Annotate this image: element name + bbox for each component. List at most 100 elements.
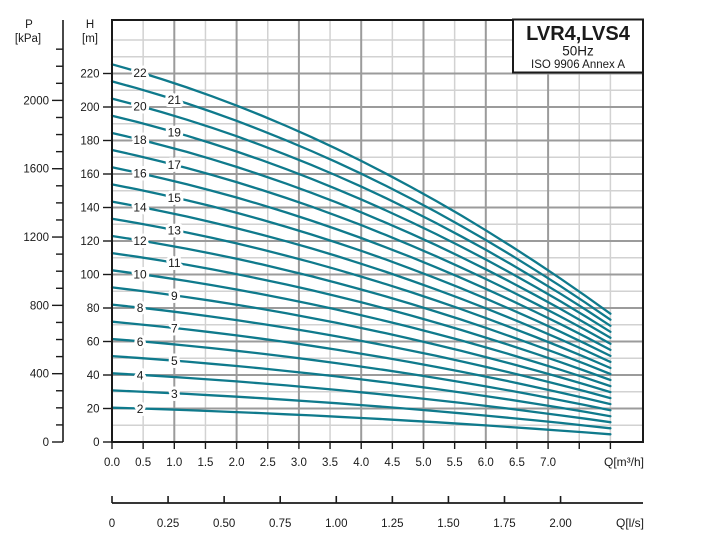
pressure-tick-label: 1200 [23, 232, 49, 244]
pump-curve-stage-12 [110, 234, 612, 376]
flow-m3h-tick-label: 2.0 [229, 457, 245, 469]
pump-curve-stage-16 [110, 166, 612, 352]
pump-model-title: LVR4,LVS4 [526, 23, 631, 45]
flow-ls-tick-label: 1.25 [381, 518, 403, 530]
flow-m3h-tick-label: 2.5 [260, 457, 276, 469]
flow-m3h-tick-label: 5.5 [447, 457, 463, 469]
pump-curves [110, 63, 612, 436]
curve-stage-label: 4 [137, 368, 144, 382]
head-tick-label: 100 [80, 270, 99, 282]
pump-curve-stage-17 [110, 148, 612, 345]
title-box [512, 18, 644, 74]
flow-ls-tick-label: 1.75 [493, 518, 515, 530]
pump-curve-stage-6 [110, 337, 612, 412]
flow-ls-unit-label: Q[l/s] [616, 516, 644, 530]
pump-curve-stage-13 [110, 217, 612, 370]
flow-ls-tick-label: 1.00 [325, 518, 347, 530]
pump-curve-stage-5 [110, 354, 612, 418]
flow-m3h-unit-label: Q[m³/h] [604, 455, 644, 469]
flow-ls-tick-label: 0.75 [269, 518, 291, 530]
plot-frame [111, 19, 644, 443]
title-block: LVR4,LVS4 50Hz ISO 9906 Annex A [512, 18, 644, 74]
head-tick-label: 200 [80, 102, 99, 114]
flow-m3h-tick-label: 6.0 [478, 457, 494, 469]
curve-stage-label: 16 [133, 167, 147, 181]
pump-curve-stage-8 [110, 303, 612, 400]
curve-stage-label: 2 [137, 402, 144, 416]
pump-curve-stage-22 [110, 63, 612, 315]
flow-m3h-tick-label: 0.5 [135, 457, 151, 469]
head-tick-label: 40 [87, 370, 100, 382]
pressure-axis-unit: [kPa] [15, 33, 41, 45]
head-tick-label: 0 [93, 437, 99, 449]
pressure-axis-title: P [25, 19, 33, 31]
curve-stage-label: 5 [171, 354, 178, 368]
flow-m3h-tick-label: 4.5 [384, 457, 400, 469]
pump-curve-stage-9 [110, 286, 612, 394]
test-standard: ISO 9906 Annex A [531, 59, 625, 71]
curve-stage-label: 10 [133, 268, 147, 282]
pump-curve-stage-2 [110, 406, 612, 436]
curve-stage-label: 22 [133, 66, 147, 80]
head-tick-label: 140 [80, 203, 99, 215]
curve-stage-label: 19 [168, 126, 182, 140]
head-tick-label: 80 [87, 303, 100, 315]
curve-stage-label: 20 [133, 99, 147, 113]
curve-stage-label: 18 [133, 133, 147, 147]
axes-ticks: 0400800120016002000020406080100120140160… [23, 20, 643, 530]
flow-ls-tick-label: 1.50 [437, 518, 459, 530]
curve-stage-label: 9 [171, 289, 178, 303]
curve-stage-label: 3 [171, 387, 178, 401]
pressure-tick-label: 2000 [23, 95, 49, 107]
pump-curve-stage-10 [110, 269, 612, 388]
curve-stage-label: 21 [168, 93, 182, 107]
curve-stage-label: 12 [133, 234, 147, 248]
curve-stage-label: 11 [168, 256, 181, 270]
pump-curve-stage-7 [110, 320, 612, 406]
pressure-tick-label: 400 [30, 369, 49, 381]
flow-m3h-tick-label: 3.5 [322, 457, 338, 469]
flow-ls-tick-label: 0 [109, 518, 115, 530]
flow-ls-tick-label: 0.25 [157, 518, 179, 530]
pump-curve-stage-18 [110, 131, 612, 339]
flow-m3h-tick-label: 6.5 [509, 457, 525, 469]
flow-m3h-tick-label: 7.0 [540, 457, 556, 469]
flow-m3h-tick-label: 0.0 [104, 457, 120, 469]
pump-frequency: 50Hz [562, 44, 594, 59]
flow-m3h-tick-label: 3.0 [291, 457, 307, 469]
head-tick-label: 20 [87, 404, 100, 416]
head-axis-title: H [86, 19, 94, 31]
pump-curve-stage-20 [110, 97, 612, 327]
pump-curve-stage-15 [110, 183, 612, 358]
head-tick-label: 180 [80, 136, 99, 148]
head-tick-label: 160 [80, 169, 99, 181]
curve-stage-label: 8 [137, 301, 144, 315]
flow-m3h-tick-label: 1.0 [166, 457, 182, 469]
curve-stage-label: 7 [171, 321, 178, 335]
pressure-tick-label: 1600 [23, 164, 49, 176]
pressure-tick-label: 0 [43, 437, 49, 449]
head-axis-unit: [m] [82, 33, 98, 45]
pump-curve-stage-19 [110, 114, 612, 333]
pump-curve-stage-11 [110, 251, 612, 382]
curve-stage-label: 14 [133, 200, 147, 214]
pump-curve-stage-4 [110, 372, 612, 424]
flow-m3h-tick-label: 4.0 [353, 457, 369, 469]
head-tick-label: 120 [80, 236, 99, 248]
head-tick-label: 220 [80, 69, 99, 81]
pressure-tick-label: 800 [30, 300, 49, 312]
pump-curve-stage-3 [110, 389, 612, 430]
curve-stage-label: 6 [137, 335, 144, 349]
head-tick-label: 60 [87, 337, 100, 349]
pump-curve-stage-21 [110, 80, 612, 321]
curve-stage-label: 15 [168, 191, 182, 205]
pump-curve-stage-14 [110, 200, 612, 364]
curve-stage-label: 13 [168, 224, 182, 238]
curve-stage-label: 17 [168, 158, 182, 172]
flow-m3h-tick-label: 1.5 [197, 457, 213, 469]
flow-ls-tick-label: 0.50 [213, 518, 235, 530]
flow-m3h-tick-label: 5.0 [416, 457, 432, 469]
flow-ls-tick-label: 2.00 [549, 518, 571, 530]
